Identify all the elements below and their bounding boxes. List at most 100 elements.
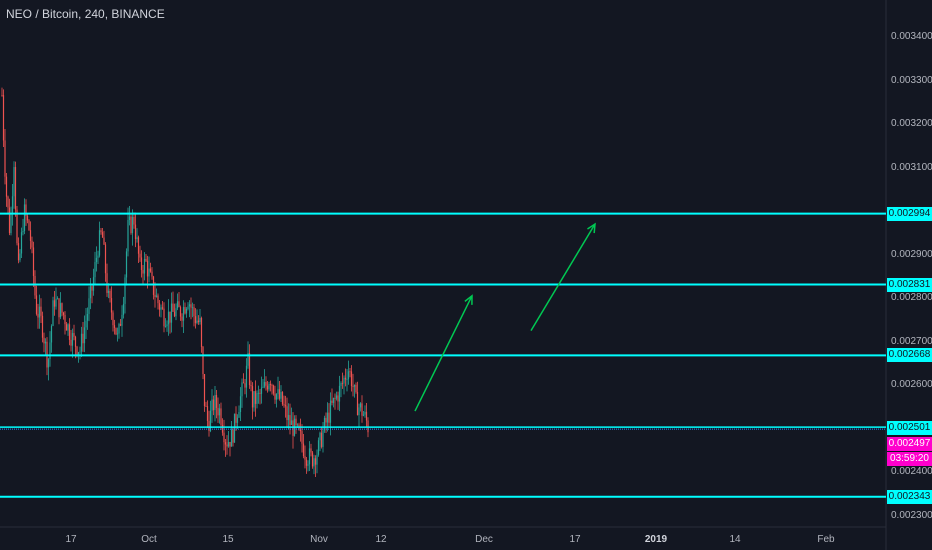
candle-body [7, 196, 9, 208]
candle-body [256, 393, 258, 404]
level-price-tag: 0.002994 [887, 206, 932, 221]
candle-body [245, 365, 248, 388]
candle-body [295, 418, 297, 426]
candle-body [133, 217, 135, 225]
candle-body [355, 384, 357, 393]
candle-body [274, 393, 276, 400]
candle-body [10, 212, 12, 234]
candle-body [281, 392, 284, 405]
y-tick-label: 0.002700 [891, 335, 932, 347]
candle-body [182, 307, 185, 321]
y-tick-label: 0.003100 [891, 161, 932, 173]
candle-body [181, 316, 183, 321]
trend-arrow[interactable] [414, 295, 473, 412]
candle-body [193, 307, 195, 317]
candle-body [296, 424, 299, 426]
candle-body [292, 420, 294, 436]
candle-body [53, 300, 56, 307]
candle-body [328, 412, 330, 423]
arrow-head [587, 222, 596, 234]
candle-body [64, 314, 66, 325]
candle-body [29, 230, 32, 241]
candle-body [20, 232, 23, 254]
candle-body [277, 389, 279, 395]
candle-body [80, 333, 83, 352]
y-tick-label: 0.003400 [891, 31, 932, 42]
x-tick-label: Feb [817, 534, 835, 545]
candle-body [349, 371, 351, 373]
candle-body [38, 306, 41, 318]
candle-body [94, 262, 96, 278]
candle-body [173, 311, 176, 317]
candle-body [238, 411, 240, 418]
candle-body [40, 306, 42, 316]
candle-body [79, 351, 81, 353]
candle-body [188, 304, 191, 307]
candle-body [205, 406, 207, 407]
candle-body [59, 303, 62, 318]
candle-body [364, 411, 366, 415]
candle-body [185, 309, 188, 314]
candle-body [331, 400, 333, 403]
candle-body [259, 392, 261, 394]
candle-body [83, 327, 86, 344]
candle-body [187, 306, 189, 310]
candle-body [1, 95, 3, 96]
candle-body [25, 204, 27, 217]
candle-body [70, 339, 72, 346]
candle-body [332, 397, 335, 403]
x-tick-label: 17 [65, 534, 77, 545]
candle-body [214, 395, 216, 411]
candle-body [106, 273, 108, 293]
candle-body [191, 307, 194, 309]
candle-body [68, 324, 71, 340]
horizontal-levels[interactable] [0, 212, 886, 498]
x-tick-label: 2019 [644, 534, 668, 545]
candle-body [128, 216, 131, 220]
candle-body [179, 307, 182, 317]
candle-body [50, 325, 53, 343]
candle-body [302, 443, 305, 457]
candle-body [304, 456, 306, 460]
trend-arrow[interactable] [530, 223, 596, 332]
candle-body [322, 430, 324, 447]
y-tick-label: 0.002300 [891, 509, 932, 521]
candle-body [250, 384, 252, 387]
candle-body [175, 308, 177, 317]
candle-body [44, 341, 47, 344]
candle-body [163, 308, 165, 327]
candle-body [67, 324, 69, 331]
candle-body [251, 386, 254, 408]
candle-body [169, 311, 171, 323]
candle-body [31, 240, 33, 248]
candle-body [337, 395, 339, 402]
candle-body [271, 384, 273, 386]
candle-body [320, 432, 323, 447]
candle-body [338, 385, 341, 402]
candle-body [202, 346, 204, 374]
last-price-tag: 0.002497 [887, 437, 932, 451]
annotation-arrows[interactable] [414, 222, 596, 412]
x-tick-label: 17 [569, 534, 581, 545]
candle-body [215, 395, 218, 408]
candle-body [220, 408, 222, 426]
candle-body [137, 237, 140, 254]
candle-body [139, 253, 141, 258]
candle-body [313, 458, 315, 467]
candle-body [71, 333, 74, 346]
candle-body [280, 392, 282, 399]
candle-body [160, 307, 162, 310]
candle-body [4, 140, 6, 177]
candle-body [107, 290, 110, 293]
candle-body [131, 217, 134, 234]
candle-body [49, 342, 51, 360]
candle-body [178, 301, 180, 308]
candle-body [272, 385, 275, 394]
candle-body [13, 167, 15, 197]
candle-body [227, 441, 230, 447]
candle-body [299, 429, 302, 432]
candle-body [287, 415, 290, 421]
